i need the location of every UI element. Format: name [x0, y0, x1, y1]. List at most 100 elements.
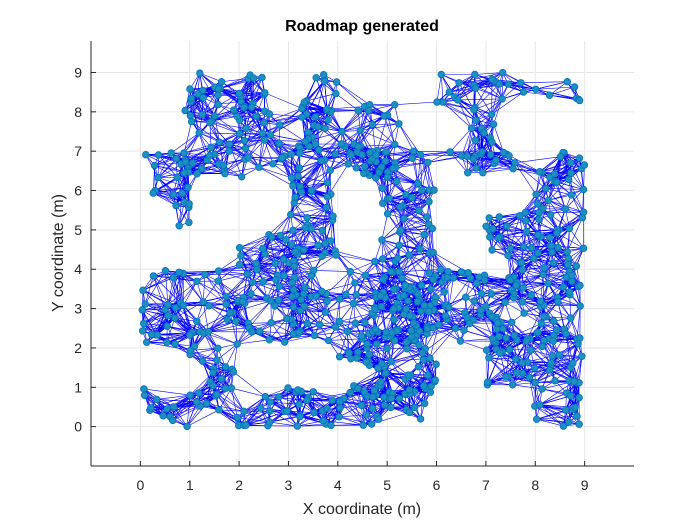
roadmap-edge: [204, 274, 227, 297]
roadmap-edge: [538, 212, 558, 231]
roadmap-edge: [208, 331, 218, 360]
roadmap-edge: [408, 234, 425, 256]
roadmap-edge: [285, 227, 306, 240]
roadmap-edge: [154, 165, 178, 178]
roadmap-edge: [476, 152, 504, 169]
roadmap-edge: [458, 72, 503, 84]
roadmap-edge: [321, 282, 355, 292]
roadmap-edge: [202, 360, 234, 373]
roadmap-edge: [326, 81, 337, 110]
roadmap-edge: [280, 214, 291, 236]
roadmap-edge: [387, 176, 418, 184]
roadmap-edge: [537, 203, 566, 210]
roadmap-edge: [190, 348, 218, 355]
roadmap-edge: [486, 215, 520, 227]
roadmap-edge: [339, 331, 348, 357]
roadmap-edge: [406, 348, 431, 359]
roadmap-edge: [545, 162, 572, 189]
roadmap-edge: [489, 236, 509, 256]
roadmap-edge: [339, 416, 372, 425]
roadmap-edge: [492, 228, 527, 232]
roadmap-edge: [229, 312, 238, 345]
roadmap-edge: [534, 405, 569, 423]
roadmap-edge: [173, 405, 201, 408]
roadmap-edge: [301, 191, 328, 198]
roadmap-edge: [301, 182, 328, 193]
roadmap-edge: [153, 275, 169, 305]
roadmap-edge: [471, 128, 504, 153]
roadmap-edge: [565, 189, 584, 210]
roadmap-edge: [539, 164, 585, 172]
roadmap-edge: [306, 93, 336, 102]
roadmap-edge: [269, 113, 303, 118]
roadmap-edge: [539, 392, 567, 405]
roadmap-edge: [224, 158, 246, 172]
roadmap-edge: [387, 115, 395, 145]
roadmap-edge: [442, 87, 476, 103]
roadmap-edge: [339, 313, 373, 322]
roadmap-edge: [202, 360, 226, 368]
roadmap-edge: [549, 86, 575, 96]
roadmap-edge: [489, 236, 511, 249]
roadmap-edge: [403, 218, 421, 250]
roadmap-edge: [264, 139, 274, 164]
roadmap-edge: [570, 162, 584, 190]
roadmap-edge: [535, 86, 575, 90]
roadmap-edge: [529, 377, 536, 407]
roadmap-edge: [217, 104, 238, 117]
roadmap-edge: [449, 151, 477, 169]
roadmap-edge: [297, 250, 336, 255]
roadmap-edge: [387, 201, 430, 214]
roadmap-edge: [366, 407, 391, 416]
roadmap-edge: [252, 282, 280, 287]
roadmap-edge: [499, 352, 507, 378]
roadmap-edge: [552, 333, 567, 357]
roadmap-edge: [442, 101, 472, 129]
roadmap-edge: [186, 406, 201, 427]
roadmap-edge: [269, 318, 287, 340]
roadmap-edge: [350, 154, 365, 174]
roadmap-edge: [398, 248, 421, 272]
roadmap-edge: [239, 92, 265, 94]
roadmap-edge: [487, 377, 530, 385]
roadmap-edge: [245, 147, 274, 165]
roadmap-edge: [522, 301, 545, 317]
roadmap-edge: [243, 411, 270, 423]
roadmap-edge: [239, 234, 270, 248]
roadmap-edge: [374, 239, 383, 262]
roadmap-edge: [446, 319, 470, 324]
roadmap-edge: [202, 274, 206, 302]
roadmap-edge: [217, 281, 227, 305]
roadmap-edge: [471, 114, 492, 129]
roadmap-edge: [153, 275, 166, 310]
roadmap-edge: [438, 317, 468, 325]
roadmap-edge: [399, 234, 425, 246]
roadmap-edge: [330, 110, 359, 112]
roadmap-edge: [375, 177, 383, 204]
roadmap-edge: [513, 297, 541, 302]
roadmap-edge: [350, 261, 375, 272]
roadmap-edge: [339, 405, 362, 418]
roadmap-edge: [535, 171, 540, 195]
roadmap-edge: [353, 372, 386, 387]
roadmap-edge: [311, 215, 334, 229]
roadmap-edge: [556, 232, 584, 249]
roadmap-edge: [400, 201, 430, 231]
roadmap-edge: [291, 228, 312, 245]
roadmap-edge: [502, 91, 524, 100]
roadmap-edge: [295, 196, 334, 217]
roadmap-edge: [218, 143, 230, 165]
roadmap-edge: [165, 270, 169, 305]
roadmap-edge: [189, 88, 211, 123]
roadmap-edge: [412, 158, 419, 184]
roadmap-edge: [475, 88, 492, 115]
roadmap-edge: [279, 124, 306, 142]
roadmap-edge: [511, 322, 528, 340]
roadmap-edge: [367, 343, 392, 362]
roadmap-edge: [381, 239, 392, 272]
roadmap-edge: [156, 399, 197, 403]
roadmap-edge: [290, 190, 312, 215]
roadmap-edge: [345, 271, 351, 295]
roadmap-edge: [239, 236, 272, 248]
